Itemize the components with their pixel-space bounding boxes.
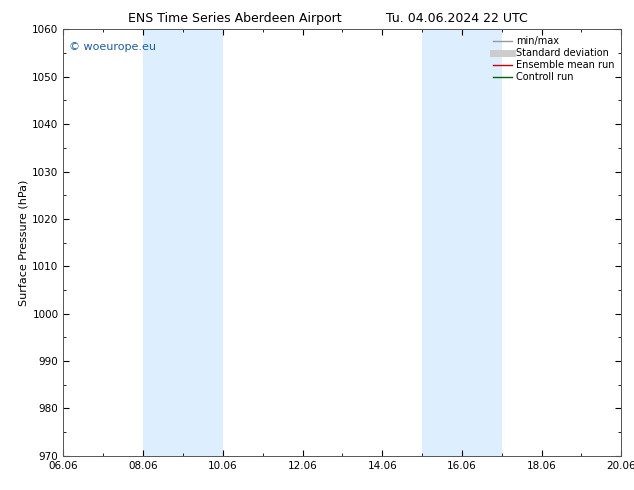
Legend: min/max, Standard deviation, Ensemble mean run, Controll run: min/max, Standard deviation, Ensemble me… bbox=[491, 34, 616, 84]
Text: © woeurope.eu: © woeurope.eu bbox=[69, 42, 156, 52]
Bar bbox=[143, 29, 223, 456]
Y-axis label: Surface Pressure (hPa): Surface Pressure (hPa) bbox=[18, 179, 28, 306]
Text: Tu. 04.06.2024 22 UTC: Tu. 04.06.2024 22 UTC bbox=[385, 12, 527, 25]
Text: ENS Time Series Aberdeen Airport: ENS Time Series Aberdeen Airport bbox=[128, 12, 341, 25]
Bar bbox=[422, 29, 501, 456]
